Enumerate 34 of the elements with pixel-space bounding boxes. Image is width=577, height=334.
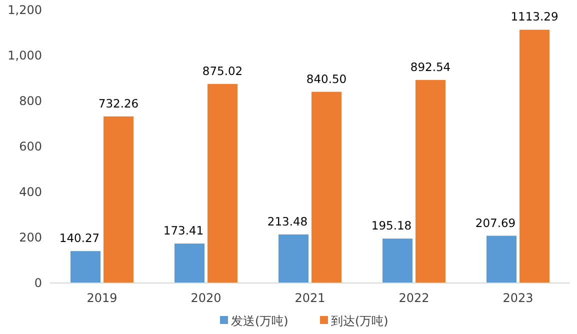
- bar: [104, 116, 134, 283]
- data-label: 195.18: [371, 218, 412, 233]
- y-tick-label: 800: [19, 94, 42, 108]
- data-label: 892.54: [410, 60, 451, 74]
- data-label: 140.27: [59, 231, 100, 246]
- bar: [416, 80, 446, 283]
- bar: [278, 234, 308, 283]
- bar: [70, 251, 100, 283]
- data-label: 1113.29: [510, 10, 558, 24]
- x-tick-label: 2022: [398, 291, 430, 305]
- data-label: 875.02: [202, 64, 243, 78]
- y-tick-label: 1,200: [8, 3, 42, 17]
- legend-label: 到达(万吨): [331, 314, 388, 328]
- y-tick-label: 0: [34, 276, 42, 290]
- y-tick-label: 600: [19, 140, 42, 154]
- data-label: 207.69: [475, 216, 516, 230]
- data-label: 173.41: [163, 224, 204, 238]
- y-tick-label: 400: [19, 185, 42, 199]
- x-tick-label: 2019: [86, 291, 118, 305]
- bar: [174, 244, 204, 283]
- bar: [312, 92, 342, 283]
- x-tick-label: 2023: [502, 291, 534, 305]
- data-label: 732.26: [98, 96, 139, 110]
- data-label: 213.48: [267, 214, 308, 228]
- x-tick-label: 2020: [190, 291, 222, 305]
- y-tick-label: 200: [19, 230, 42, 244]
- bar: [382, 238, 412, 283]
- bar: [208, 84, 238, 283]
- y-tick-label: 1,000: [8, 48, 42, 62]
- data-label: 840.50: [306, 72, 347, 86]
- x-tick-label: 2021: [294, 291, 326, 305]
- bar: [520, 30, 550, 283]
- bar: [486, 236, 516, 283]
- legend-label: 发送(万吨): [231, 314, 288, 328]
